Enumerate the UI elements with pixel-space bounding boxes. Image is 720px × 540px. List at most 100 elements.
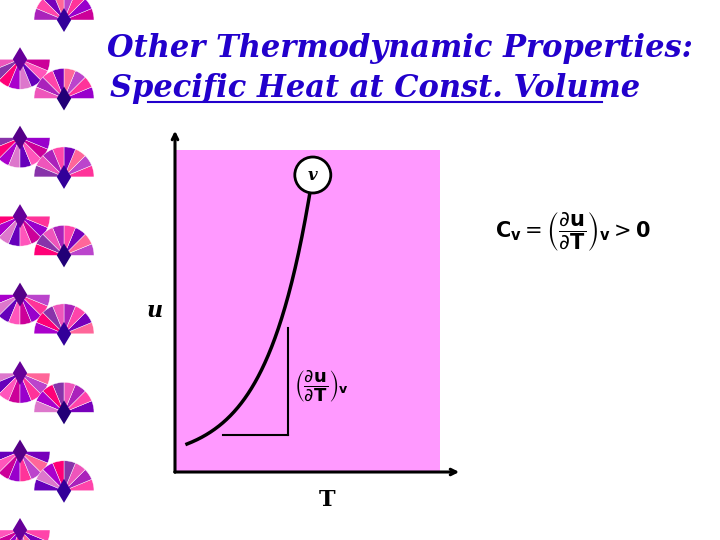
Bar — [175, 150, 440, 472]
Wedge shape — [20, 451, 48, 472]
Wedge shape — [64, 156, 91, 177]
Wedge shape — [64, 9, 94, 20]
Wedge shape — [64, 225, 76, 255]
Wedge shape — [0, 59, 20, 80]
Wedge shape — [53, 382, 64, 413]
Wedge shape — [9, 216, 20, 246]
Wedge shape — [64, 77, 91, 98]
Wedge shape — [0, 373, 20, 384]
Polygon shape — [13, 361, 27, 385]
Wedge shape — [0, 295, 20, 306]
Wedge shape — [0, 295, 20, 322]
Wedge shape — [34, 87, 64, 98]
Wedge shape — [0, 216, 20, 244]
Wedge shape — [36, 77, 64, 98]
Wedge shape — [53, 147, 64, 177]
Wedge shape — [20, 373, 41, 401]
Wedge shape — [20, 295, 41, 322]
Wedge shape — [64, 0, 91, 20]
Wedge shape — [20, 373, 50, 384]
Wedge shape — [9, 451, 20, 482]
Wedge shape — [64, 0, 76, 20]
Wedge shape — [42, 306, 64, 334]
Wedge shape — [20, 216, 48, 238]
Wedge shape — [34, 480, 64, 491]
Wedge shape — [20, 59, 41, 87]
Wedge shape — [0, 59, 20, 87]
Wedge shape — [0, 373, 20, 394]
Wedge shape — [0, 59, 20, 71]
Wedge shape — [0, 451, 20, 463]
Wedge shape — [53, 225, 64, 255]
Wedge shape — [53, 69, 64, 98]
Wedge shape — [64, 0, 85, 20]
Wedge shape — [53, 304, 64, 334]
Wedge shape — [9, 138, 20, 168]
Wedge shape — [20, 138, 32, 168]
Wedge shape — [36, 313, 64, 334]
Wedge shape — [20, 216, 41, 244]
Wedge shape — [20, 373, 32, 403]
Polygon shape — [57, 244, 71, 267]
Wedge shape — [0, 530, 20, 540]
Wedge shape — [20, 295, 48, 316]
Polygon shape — [13, 126, 27, 150]
Polygon shape — [13, 440, 27, 463]
Polygon shape — [57, 322, 71, 346]
Wedge shape — [36, 470, 64, 491]
Wedge shape — [9, 59, 20, 89]
Wedge shape — [64, 384, 85, 413]
Wedge shape — [0, 373, 20, 401]
Wedge shape — [64, 234, 91, 255]
Wedge shape — [64, 463, 85, 491]
Wedge shape — [64, 322, 94, 334]
Wedge shape — [0, 138, 20, 149]
Wedge shape — [64, 382, 76, 413]
Wedge shape — [9, 295, 20, 325]
Wedge shape — [34, 322, 64, 334]
Wedge shape — [0, 138, 20, 165]
Polygon shape — [57, 165, 71, 189]
Wedge shape — [20, 138, 48, 159]
Wedge shape — [34, 9, 64, 20]
Wedge shape — [42, 463, 64, 491]
Wedge shape — [36, 156, 64, 177]
Wedge shape — [20, 138, 50, 149]
Wedge shape — [42, 384, 64, 413]
Wedge shape — [20, 138, 41, 165]
Text: Other Thermodynamic Properties:: Other Thermodynamic Properties: — [107, 32, 693, 64]
Wedge shape — [64, 304, 76, 334]
Wedge shape — [20, 59, 32, 89]
Polygon shape — [13, 518, 27, 540]
Polygon shape — [13, 282, 27, 307]
Wedge shape — [64, 149, 85, 177]
Wedge shape — [20, 216, 32, 246]
Text: Specific Heat at Const. Volume: Specific Heat at Const. Volume — [110, 72, 640, 104]
Wedge shape — [36, 391, 64, 413]
Wedge shape — [64, 313, 91, 334]
Text: $\mathbf{C_v} = \left(\dfrac{\partial \mathbf{u}}{\partial \mathbf{T}}\right)_\m: $\mathbf{C_v} = \left(\dfrac{\partial \m… — [495, 211, 651, 253]
Wedge shape — [0, 451, 20, 472]
Wedge shape — [20, 451, 32, 482]
Wedge shape — [42, 228, 64, 255]
Polygon shape — [57, 86, 71, 111]
Wedge shape — [20, 295, 50, 306]
Wedge shape — [20, 59, 50, 71]
Text: T: T — [319, 489, 336, 511]
Wedge shape — [64, 165, 94, 177]
Wedge shape — [9, 373, 20, 403]
Wedge shape — [20, 530, 32, 540]
Wedge shape — [64, 470, 91, 491]
Wedge shape — [20, 530, 48, 540]
Polygon shape — [13, 204, 27, 228]
Wedge shape — [20, 451, 41, 480]
Wedge shape — [42, 0, 64, 20]
Wedge shape — [64, 147, 76, 177]
Wedge shape — [20, 295, 32, 325]
Text: $\left(\dfrac{\partial \mathbf{u}}{\partial \mathbf{T}}\right)_\mathbf{v}$: $\left(\dfrac{\partial \mathbf{u}}{\part… — [294, 369, 348, 405]
Wedge shape — [36, 0, 64, 20]
Wedge shape — [64, 69, 76, 98]
Wedge shape — [64, 244, 94, 255]
Wedge shape — [64, 480, 94, 491]
Wedge shape — [20, 530, 50, 540]
